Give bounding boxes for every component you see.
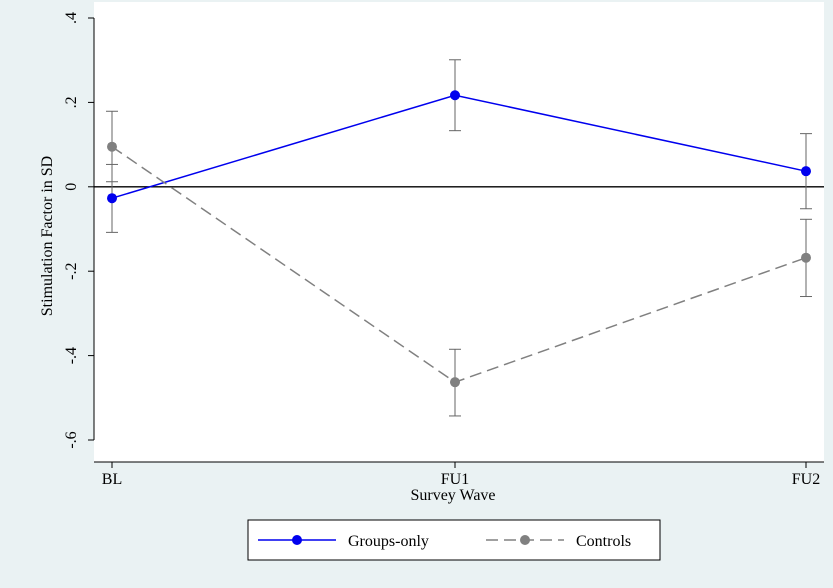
series-controls [106, 110, 812, 417]
y-tick-label: 0 [63, 183, 80, 191]
data-point-groups-only [801, 166, 811, 177]
y-tick-label: -.2 [63, 263, 80, 280]
legend: Groups-only Controls [247, 519, 661, 561]
y-axis-ticks: .4 .2 0 -.2 -.4 -.6 [63, 12, 94, 449]
series-layer [106, 59, 812, 417]
y-tick-label: .2 [63, 96, 80, 108]
y-tick-label: -.6 [63, 431, 80, 448]
data-point-groups-only [107, 193, 117, 204]
legend-marker-controls [520, 535, 530, 545]
legend-label-controls: Controls [576, 533, 631, 550]
x-tick-label: FU1 [441, 471, 469, 488]
data-point-groups-only [450, 90, 460, 101]
x-axis-ticks: BL FU1 FU2 [102, 462, 820, 488]
x-tick-label: FU2 [792, 471, 820, 488]
y-tick-label: .4 [63, 12, 80, 24]
legend-label-groups-only: Groups-only [348, 533, 429, 550]
y-tick-label: -.4 [63, 347, 80, 364]
plot-area [94, 2, 824, 462]
y-axis-title: Stimulation Factor in SD [39, 156, 56, 316]
x-axis-title: Survey Wave [410, 487, 495, 504]
data-point-controls [801, 252, 811, 263]
x-tick-label: BL [102, 471, 122, 488]
data-point-controls [107, 141, 117, 152]
series-groups-only [106, 59, 812, 233]
data-point-controls [450, 377, 460, 388]
legend-marker-groups-only [292, 535, 302, 545]
